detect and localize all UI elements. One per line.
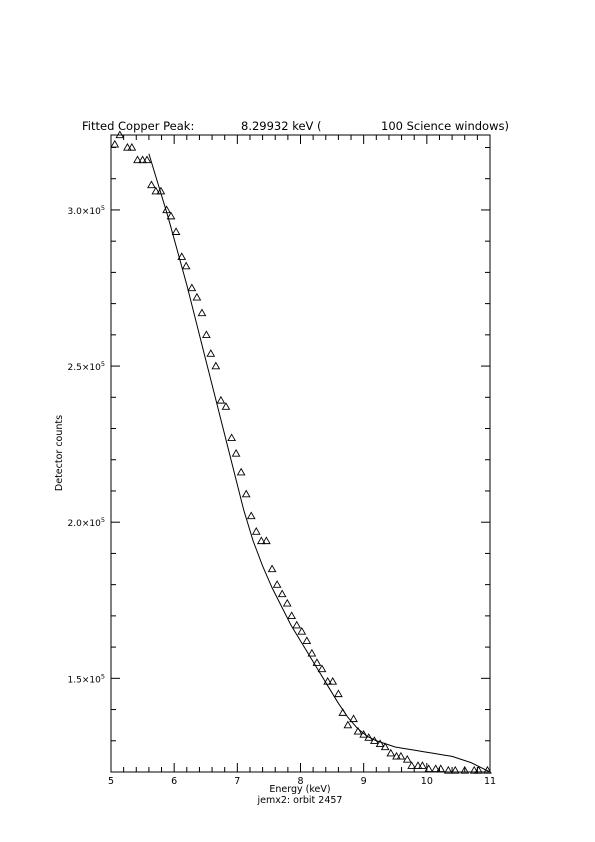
- data-point: [302, 636, 312, 645]
- x-tick-labels: 5 6 7 8 9 10 11: [108, 776, 496, 787]
- data-point: [317, 664, 327, 673]
- data-point: [246, 511, 256, 520]
- data-point: [359, 730, 369, 738]
- data-point: [402, 755, 412, 763]
- data-point: [483, 765, 492, 774]
- y-tick-label: 3.0×105: [68, 204, 105, 217]
- data-point: [287, 611, 297, 620]
- data-point: [227, 433, 237, 442]
- data-point: [256, 536, 266, 545]
- data-point: [151, 186, 161, 195]
- data-point: [142, 155, 152, 164]
- data-point: [162, 205, 171, 214]
- chart-title-suffix: 100 Science windows): [381, 119, 509, 133]
- data-point: [231, 448, 241, 457]
- data-point: [380, 742, 390, 751]
- data-point: [206, 349, 216, 357]
- data-point: [251, 527, 261, 535]
- data-point: [177, 252, 187, 260]
- data-point: [413, 761, 423, 769]
- data-point: [386, 748, 396, 757]
- plot-frame: [110, 134, 491, 773]
- data-point: [474, 765, 484, 774]
- data-point: [127, 142, 137, 151]
- x-tick-label: 7: [234, 776, 240, 787]
- data-point: [370, 736, 379, 744]
- data-point: [171, 227, 181, 235]
- data-point: [424, 764, 434, 773]
- y-tick-label: 2.5×105: [68, 360, 105, 373]
- data-point: [297, 626, 307, 635]
- x-tick-label: 10: [421, 776, 433, 787]
- data-point: [392, 751, 401, 760]
- data-point: [187, 283, 197, 292]
- data-point: [323, 676, 333, 685]
- data-point: [364, 733, 374, 741]
- data-point: [282, 598, 292, 607]
- data-point: [460, 765, 470, 774]
- data-point: [407, 761, 417, 769]
- y-tick-label: 1.5×105: [68, 672, 105, 685]
- data-point: [431, 764, 441, 773]
- data-point: [343, 720, 353, 729]
- data-point: [443, 765, 453, 774]
- data-point: [156, 186, 166, 195]
- data-point: [375, 739, 385, 748]
- data-point: [349, 714, 358, 723]
- footer-label: jemx2: orbit 2457: [257, 795, 343, 806]
- data-point: [262, 536, 271, 545]
- data-point: [267, 564, 277, 573]
- data-point: [221, 402, 231, 410]
- data-point: [216, 395, 226, 404]
- chart-title-value: 8.29932 keV (: [241, 119, 322, 133]
- data-point: [147, 180, 156, 189]
- x-axis-label: Energy (keV): [269, 784, 330, 795]
- x-tick-label: 9: [361, 776, 367, 787]
- x-tick-label: 11: [484, 776, 496, 787]
- y-tick-labels: 1.5×105 2.0×105 2.5×105 3.0×105: [68, 204, 105, 685]
- data-point: [123, 142, 132, 151]
- data-points: [110, 130, 492, 774]
- data-point: [192, 292, 202, 301]
- axis-ticks: [110, 135, 491, 772]
- data-point: [181, 261, 191, 270]
- data-point: [197, 308, 207, 317]
- data-point: [353, 726, 363, 735]
- data-point: [334, 689, 343, 698]
- x-tick-label: 8: [297, 776, 303, 787]
- data-point: [202, 330, 211, 338]
- data-point: [338, 708, 348, 716]
- y-axis-label: Detector counts: [54, 415, 65, 491]
- data-point: [138, 155, 147, 164]
- data-point: [241, 489, 251, 498]
- x-tick-label: 6: [171, 776, 177, 787]
- fit-curve: [148, 153, 491, 773]
- data-point: [236, 467, 246, 476]
- data-point: [450, 765, 460, 774]
- data-point: [133, 155, 142, 164]
- data-point: [277, 589, 287, 598]
- chart-title-prefix: Fitted Copper Peak:: [82, 119, 194, 133]
- data-point: [110, 139, 120, 148]
- data-point: [272, 580, 282, 588]
- data-point: [328, 676, 338, 685]
- data-point: [211, 361, 221, 370]
- y-tick-label: 2.0×105: [68, 516, 105, 529]
- data-point: [436, 764, 446, 773]
- data-point: [469, 765, 479, 774]
- data-point: [312, 658, 322, 666]
- data-point: [396, 751, 406, 760]
- data-point: [115, 130, 125, 139]
- data-point: [418, 761, 427, 769]
- data-point: [292, 620, 302, 629]
- data-point: [307, 648, 317, 657]
- x-tick-label: 5: [108, 776, 114, 787]
- data-point: [166, 211, 176, 220]
